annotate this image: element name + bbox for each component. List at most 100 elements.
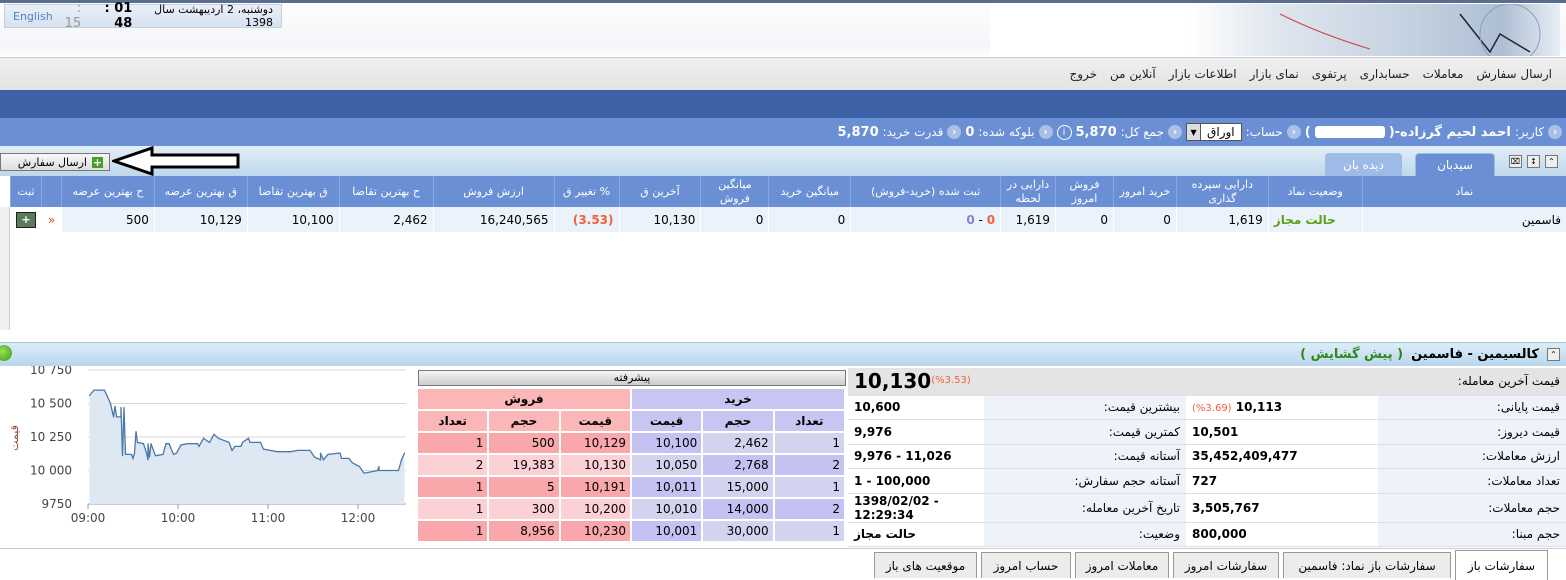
register-order-button[interactable]: + [16,211,36,228]
info-icon[interactable]: i [1056,124,1072,140]
col-asset-now[interactable]: دارایی در لحظه [1000,176,1056,207]
info-label-2: کمترین قیمت: [984,419,1187,445]
menu-logout[interactable]: خروج [1069,67,1098,81]
collapse-icon[interactable]: ⌃ [1545,155,1558,168]
col-sell-today[interactable]: فروش امروز [1055,176,1114,207]
col-deposit-asset[interactable]: دارایی سپرده گذاری [1175,176,1269,207]
price-point [240,445,242,447]
tab-open-orders[interactable]: سفارشات باز [1455,550,1548,580]
price-point [319,459,322,461]
col-symbol[interactable]: نماد [1361,176,1566,207]
expand-chevron-icon[interactable]: » [41,207,62,232]
info-row: 1398/02/02 - 12:29:34 تاریخ آخرین معامله:… [848,493,1566,523]
ob-b-count: 1 [774,433,844,453]
info-row: 9,976 کمترین قیمت: 10,501 قیمت دیروز: [848,419,1566,445]
ob-b-price: 10,011 [631,477,702,497]
chevron-icon: ‹ [1548,125,1562,139]
col-buy-today[interactable]: خرید امروز [1112,176,1177,207]
collapse-icon[interactable]: ⌃ [1547,348,1560,361]
last-price-cell: 10,130(%3.53) [848,368,1187,396]
col-status[interactable]: وضعیت نماد [1267,176,1363,207]
grid-header-row: ثبت ح بهترین عرضه ق بهترین عرضه ق بهترین… [10,176,1566,207]
order-book-row[interactable]: 1 5 10,191 10,011 15,000 1 [418,477,844,497]
col-best-ask-price[interactable]: ق بهترین عرضه [153,176,248,207]
info-label-2: وضعیت: [984,522,1187,547]
ob-b-vol: 2,462 [703,433,773,453]
col-avg-sell[interactable]: میانگین فروش [700,176,769,207]
info-label-1: ارزش معاملات: [1378,444,1566,469]
col-registered[interactable]: ثبت شده (خرید-فروش) [850,176,1001,207]
menu-portfolio[interactable]: پرتفوی [1311,67,1347,81]
tab-watchlist[interactable]: دیده بان [1325,153,1402,176]
menu-trades[interactable]: معاملات [1422,67,1464,81]
blocked-label: بلوکه شده: [978,125,1035,139]
user-bar: ‹ کاربر: احمد لحیم گرزاده-() ‹ حساب: اور… [0,118,1566,146]
x-tick-label: 12:00 [341,511,376,525]
send-order-button[interactable]: + ارسال سفارش [0,153,110,171]
cell-best-ask-price: 10,129 [153,207,248,232]
menu-send-order[interactable]: ارسال سفارش [1476,67,1552,81]
english-link[interactable]: English [13,9,53,23]
info-label-1: حجم معاملات: [1378,493,1566,523]
account-select[interactable]: اوراق ▼ [1186,123,1242,141]
expand-icon[interactable]: ⌧ [1509,155,1522,168]
ob-b-vol: 2,768 [703,455,773,475]
price-point [175,452,178,454]
price-point [319,452,322,454]
col-best-ask-vol[interactable]: ح بهترین عرضه [60,176,155,207]
col-sell-value[interactable]: ارزش فروش [432,176,555,207]
menu-accounting[interactable]: حسابداری [1359,67,1410,81]
price-point [322,459,325,461]
info-value-1-text: 35,452,409,477 [1192,449,1298,464]
price-point [217,437,220,439]
order-book-row[interactable]: 1 300 10,200 10,010 14,000 2 [418,499,844,519]
menu-market-info[interactable]: اطلاعات بازار [1168,67,1237,81]
order-book-row[interactable]: 2 19,383 10,130 10,050 2,768 2 [418,455,844,475]
tab-today-account[interactable]: حساب امروز [981,552,1071,578]
menu-market-view[interactable]: نمای بازار [1249,67,1299,81]
col-last-price[interactable]: آخرین ق [618,176,701,207]
table-row[interactable]: + » 500 10,129 10,100 2,462 16,240,565 (… [10,207,1566,232]
tab-today-trades[interactable]: معاملات امروز [1075,552,1169,578]
ob-b-vol: 15,000 [703,477,773,497]
col-avg-buy[interactable]: میانگین خرید [768,176,851,207]
sort-icon[interactable]: ↕ [1527,155,1540,168]
ob-b-count: 2 [774,455,844,475]
banner-image [990,3,1560,65]
banner-chart-icon [1279,3,1541,65]
order-book-row[interactable]: 1 500 10,129 10,100 2,462 1 [418,433,844,453]
col-best-bid-price[interactable]: ق بهترین تقاضا [246,176,340,207]
price-point [93,389,95,391]
price-point [162,453,164,456]
info-label-2: آستانه حجم سفارش: [984,468,1187,494]
cell-sell-today: 0 [1055,207,1114,232]
ob-b-count: 1 [774,477,844,497]
price-point [327,453,329,456]
info-label-2: بیشترین قیمت: [984,395,1187,420]
order-book-row[interactable]: 1 8,956 10,230 10,001 30,000 1 [418,521,844,541]
scrollbar[interactable] [0,207,10,330]
advanced-button[interactable]: پیشرفته [418,370,846,386]
cell-symbol[interactable]: فاسمین [1361,207,1566,232]
tab-today-orders[interactable]: سفارشات امروز [1173,552,1279,578]
tab-sidban[interactable]: سیدبان [1415,153,1495,176]
chevron-icon: ‹ [1168,125,1183,139]
price-point [198,445,200,447]
price-point [135,431,137,433]
price-point [378,465,380,468]
sell-col-price: قیمت [560,411,630,431]
menu-my-online[interactable]: آنلاین من [1110,67,1156,81]
col-best-bid-vol[interactable]: ح بهترین تقاضا [338,176,434,207]
dropdown-arrow-icon[interactable]: ▼ [1187,124,1202,140]
ob-s-price: 10,130 [560,455,630,475]
x-tick-label: 09:00 [71,511,106,525]
price-point [351,461,353,464]
col-change-pct[interactable]: تغییر ق % [553,176,619,207]
price-point [148,456,151,458]
price-point [213,433,215,435]
ob-b-vol: 14,000 [703,499,773,519]
tab-open-positions[interactable]: موقعیت های باز [874,552,977,578]
tab-open-orders-symbol[interactable]: سفارشات باز نماد: فاسمین [1283,552,1451,578]
info-value-1: (%3.69) 10,113 [1186,395,1379,420]
price-point [196,443,199,445]
